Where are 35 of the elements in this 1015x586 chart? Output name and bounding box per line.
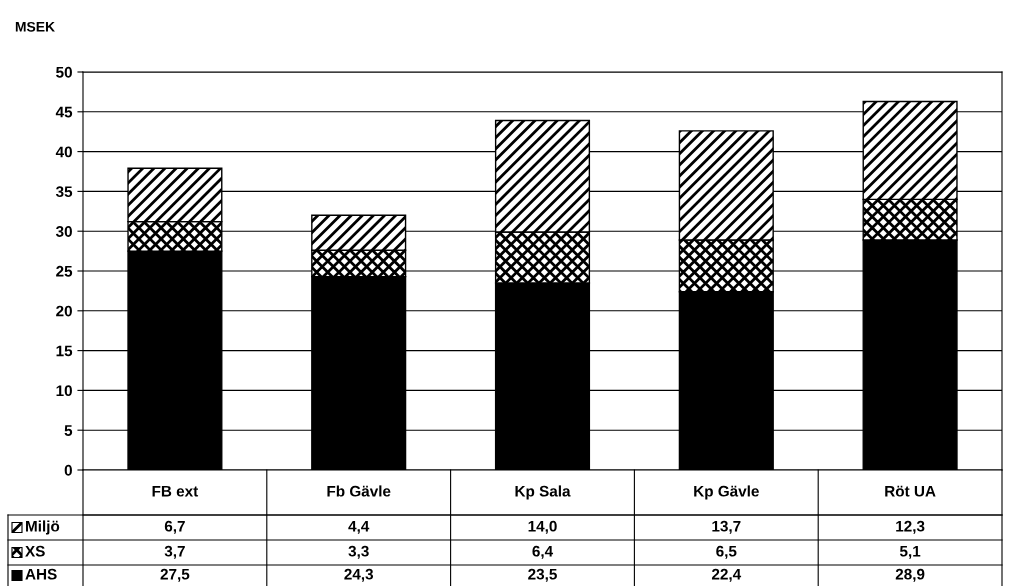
data-label: 28,9 <box>895 568 925 582</box>
data-label: 3,7 <box>164 545 185 559</box>
legend-label: Miljö <box>26 520 60 535</box>
y-tick-label: 40 <box>55 146 72 158</box>
x-tick-label: Fb Gävle <box>327 485 391 497</box>
data-label: 4,4 <box>348 520 370 534</box>
y-axis-title: MSEK <box>15 21 55 32</box>
data-label: 5,1 <box>899 545 921 559</box>
data-label: 23,5 <box>528 568 557 582</box>
legend-label: AHS <box>25 568 57 580</box>
x-tick-label: Röt UA <box>885 485 936 497</box>
data-label: 6,4 <box>532 545 554 559</box>
data-label: 24,3 <box>344 568 374 582</box>
y-tick-label: 45 <box>55 106 73 118</box>
data-label: 3,3 <box>348 545 369 559</box>
data-label: 12,3 <box>896 520 925 534</box>
data-label: 22,4 <box>711 568 742 582</box>
legend-label: XS <box>25 545 45 557</box>
y-tick-label: 35 <box>55 186 73 198</box>
data-label: 6,7 <box>164 520 185 534</box>
data-label: 14,0 <box>528 520 557 534</box>
x-tick-label: Kp Gävle <box>694 485 759 500</box>
y-tick-label: 10 <box>56 385 72 397</box>
data-label: 13,7 <box>712 520 741 534</box>
y-tick-label: 0 <box>64 464 72 476</box>
y-tick-label: 20 <box>56 305 72 317</box>
y-tick-label: 50 <box>56 66 72 78</box>
y-tick-label: 15 <box>56 345 73 357</box>
y-tick-label: 5 <box>64 425 73 436</box>
y-tick-label: 25 <box>56 265 73 277</box>
data-label: 27,5 <box>160 568 190 582</box>
data-label: 6,5 <box>716 545 737 559</box>
y-tick-label: 30 <box>55 226 72 237</box>
x-tick-label: FB ext <box>152 485 199 497</box>
x-tick-label: Kp Sala <box>515 485 571 500</box>
